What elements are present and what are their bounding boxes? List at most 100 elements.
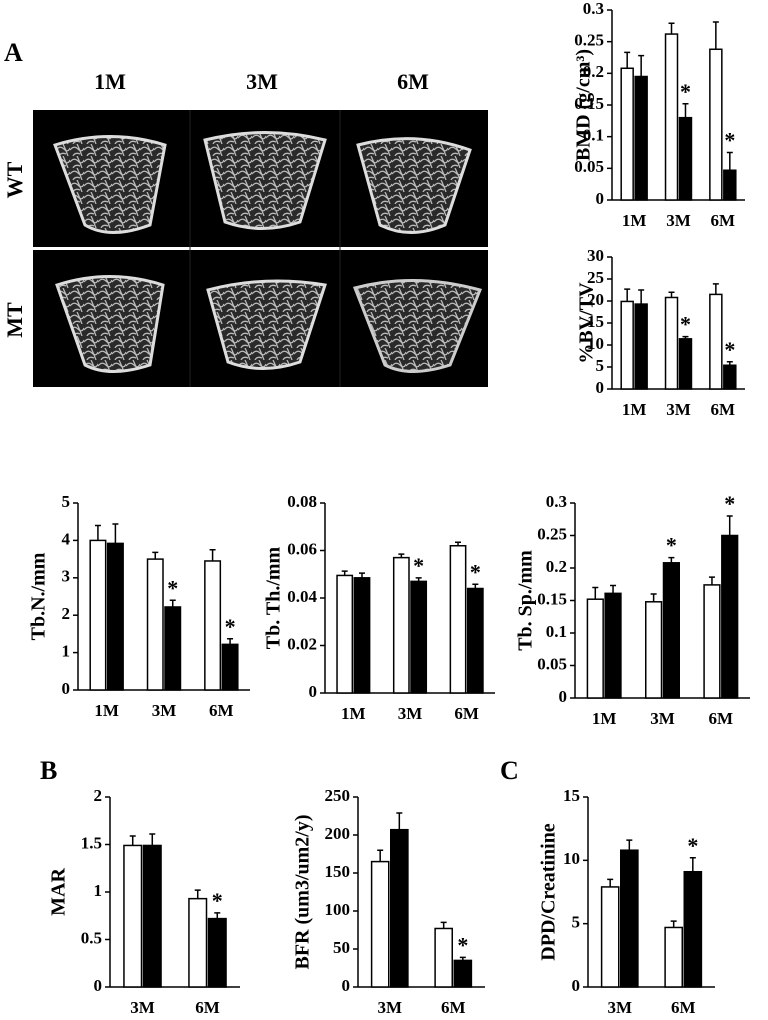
error-bar <box>682 102 689 118</box>
error-bar <box>726 515 733 536</box>
y-axis-label: MAR <box>48 868 70 916</box>
y-tick-label: 10 <box>563 849 580 868</box>
error-bar <box>149 833 156 846</box>
bar <box>336 574 354 694</box>
bar <box>678 116 693 201</box>
significance-marker: * <box>687 833 698 858</box>
y-tick-label: 250 <box>325 786 351 805</box>
y-tick-label: 0 <box>309 682 318 701</box>
bar <box>620 300 634 390</box>
y-axis-label: Tb.N./mm <box>28 552 50 640</box>
significance-marker: * <box>413 553 424 578</box>
bar <box>142 844 162 988</box>
x-tick-label: 1M <box>622 211 647 230</box>
bar <box>453 959 473 988</box>
x-tick-label: 3M <box>152 701 177 720</box>
y-tick-label: 1 <box>62 642 71 661</box>
y-tick-label: 0.3 <box>546 492 567 511</box>
bar <box>123 844 143 988</box>
y-tick-label: 0.04 <box>287 587 317 606</box>
error-bar <box>668 22 675 35</box>
y-tick-label: 0.25 <box>574 31 604 50</box>
x-tick-label: 3M <box>650 709 675 728</box>
bar <box>466 587 484 694</box>
x-tick-label: 6M <box>454 704 479 723</box>
bar <box>709 293 723 390</box>
error-bar <box>415 577 422 582</box>
bar <box>703 584 721 699</box>
bar <box>664 33 679 201</box>
x-tick-label: 3M <box>666 211 691 230</box>
bar <box>600 886 620 988</box>
error-bar <box>638 54 645 77</box>
bar <box>634 75 648 201</box>
y-tick-label: 0.2 <box>546 557 567 576</box>
bar <box>207 917 227 988</box>
y-tick-label: 0.1 <box>546 622 567 641</box>
y-tick-label: 0 <box>342 976 351 995</box>
y-tick-label: 5 <box>572 913 581 932</box>
y-tick-label: 0.05 <box>537 654 567 673</box>
error-bar <box>726 151 733 171</box>
image-row-label: MT <box>2 302 27 338</box>
error-bar <box>377 849 384 862</box>
error-bar <box>682 335 689 339</box>
x-tick-label: 6M <box>671 998 696 1017</box>
y-tick-label: 100 <box>325 900 351 919</box>
bar <box>620 849 639 988</box>
significance-marker: * <box>724 337 735 362</box>
y-tick-label: 4 <box>62 529 71 548</box>
bar <box>723 364 737 390</box>
y-tick-label: 150 <box>325 862 351 881</box>
bar <box>683 870 703 988</box>
bar <box>709 48 723 201</box>
y-tick-label: 0.05 <box>574 157 604 176</box>
significance-marker: * <box>724 128 735 153</box>
error-bar <box>472 583 479 589</box>
y-tick-label: 200 <box>325 824 351 843</box>
bar <box>410 580 428 694</box>
bar <box>89 539 107 691</box>
image-column-label: 3M <box>246 69 278 94</box>
x-tick-label: 3M <box>130 998 155 1017</box>
error-bar <box>638 289 645 305</box>
panel-label: B <box>40 756 57 785</box>
error-bar <box>668 556 675 563</box>
error-bar <box>169 599 176 607</box>
x-tick-label: 6M <box>711 211 736 230</box>
y-tick-label: 2 <box>62 604 71 623</box>
y-tick-label: 2 <box>94 786 103 805</box>
y-tick-label: 0 <box>94 976 103 995</box>
significance-marker: * <box>225 614 236 639</box>
x-tick-label: 6M <box>709 709 734 728</box>
error-bar <box>610 584 617 594</box>
bar <box>390 828 409 988</box>
y-axis-label: DPD/Creatinine <box>538 823 560 961</box>
image-row-label: WT <box>2 161 27 198</box>
error-bar <box>712 283 719 295</box>
error-bar <box>358 572 365 578</box>
y-tick-label: 0.3 <box>583 0 604 18</box>
bar <box>721 534 739 699</box>
error-bar <box>459 956 466 961</box>
error-bar <box>624 51 631 69</box>
bar <box>634 303 648 390</box>
y-tick-label: 10 <box>587 334 604 353</box>
x-tick-label: 6M <box>441 998 466 1017</box>
error-bar <box>592 586 599 600</box>
error-bar <box>129 835 136 846</box>
error-bar <box>209 549 216 561</box>
y-tick-label: 1.5 <box>81 833 102 852</box>
panel-label: A <box>4 38 23 67</box>
bar <box>221 643 239 691</box>
error-bar <box>708 576 715 585</box>
significance-marker: * <box>167 575 178 600</box>
y-tick-label: 0.5 <box>81 928 102 947</box>
error-bar <box>624 288 631 302</box>
bar <box>723 169 737 201</box>
error-bar <box>670 920 677 928</box>
y-tick-label: 0.08 <box>287 492 317 511</box>
y-axis-label: Tb. Sp./mm <box>515 550 537 651</box>
y-tick-label: 0 <box>559 687 568 706</box>
